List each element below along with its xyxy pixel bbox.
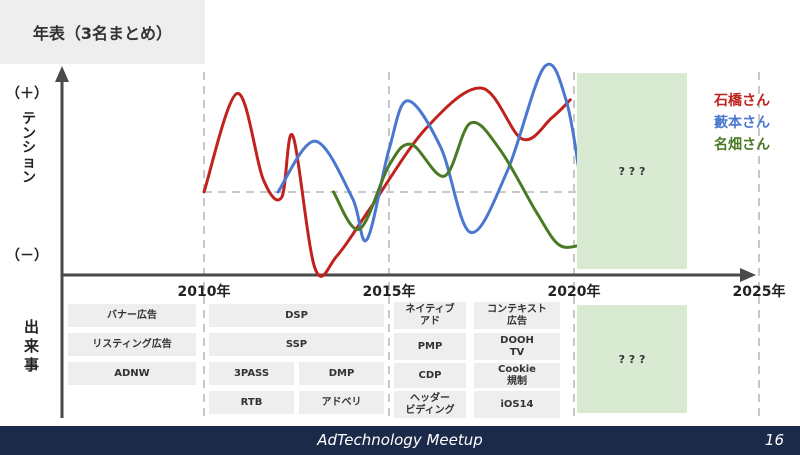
legend-yabumoto: 藪本さん [714,115,770,131]
event-contextual-ad: コンテキスト 広告 [474,302,560,329]
page-title: 年表（3名まとめ） [0,0,205,64]
event-banner-ad: バナー広告 [68,304,196,327]
event-dsp: DSP [209,304,384,327]
y-axis-arrow [55,66,69,82]
event-3pass: 3PASS [209,362,294,385]
event-rtb: RTB [209,391,294,414]
event-ios14: iOS14 [474,391,560,418]
footer-event-name: AdTechnology Meetup [317,431,483,449]
series-line-nabata [332,120,583,249]
footer-bar: AdTechnology Meetup 16 [0,426,800,455]
unknown-future-box: ? ? ? [577,73,687,269]
x-tick-label: 2015年 [363,283,416,300]
event-cdp: CDP [394,363,466,388]
event-listing-ad: リスティング広告 [68,333,196,356]
event-adveri: アドベリ [299,391,384,414]
x-tick-label: 2020年 [548,283,601,300]
x-tick-label: 2010年 [178,283,231,300]
event-native-ad: ネイティブ アド [394,302,466,329]
event-ssp: SSP [209,333,384,356]
x-tick-label: 2025年 [733,283,786,300]
event-dmp: DMP [299,362,384,385]
x-axis-arrow [740,268,756,282]
event-dooh-tv: DOOH TV [474,333,560,360]
series-line-yabumoto [276,62,583,243]
legend-nabata: 名畑さん [714,137,770,153]
y-axis-label: テ ン シ ョ ン [22,111,36,186]
legend-ishibashi: 石橋さん [714,93,770,109]
event-cookie: Cookie 規制 [474,363,560,388]
unknown-future-events-box: ? ? ? [577,305,687,413]
timeline-chart: 2010年 2015年 2020年 2025年 [55,62,786,418]
page-number: 16 [764,431,784,449]
event-adnw: ADNW [68,362,196,385]
events-label: 出 来 事 [24,318,40,374]
y-plus-label: （＋） [6,86,48,102]
event-header-bidding: ヘッダー ビディング [394,391,466,418]
series-line-ishibashi [202,86,572,278]
event-pmp: PMP [394,333,466,360]
y-minus-label: （－） [6,248,48,264]
